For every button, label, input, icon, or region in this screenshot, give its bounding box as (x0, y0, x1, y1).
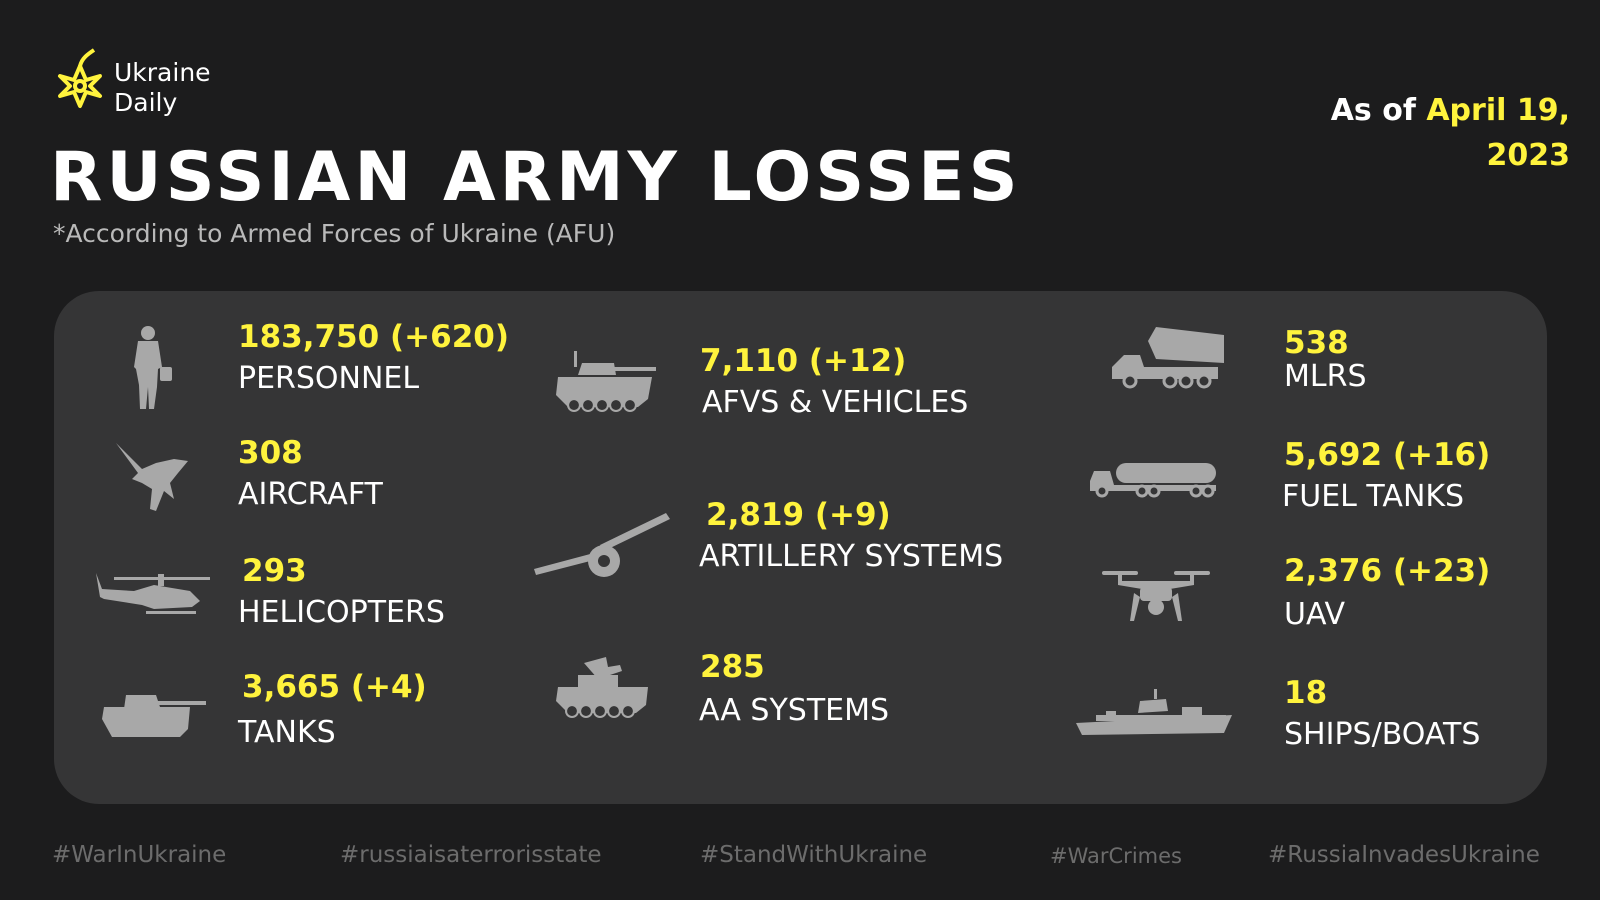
losses-panel: 183,750 (+620) PERSONNEL 308 AIRCRAFT 29… (54, 291, 1547, 804)
hashtag[interactable]: #WarInUkraine (52, 842, 227, 868)
afvs-value: 7,110 (+12) (700, 343, 907, 379)
hashtag[interactable]: #StandWithUkraine (700, 842, 928, 868)
date-block: As of April 19, 2023 (1210, 88, 1570, 178)
jet-icon (116, 443, 188, 511)
aa-vehicle-icon (556, 657, 648, 718)
tanks-value: 3,665 (+4) (242, 669, 427, 705)
uav-label: UAV (1284, 597, 1346, 632)
hashtag[interactable]: #WarCrimes (1050, 844, 1182, 868)
hashtag-row: #WarInUkraine #russiaisaterrorisstate #S… (0, 842, 1600, 872)
afvs-label: AFVS & VEHICLES (702, 385, 969, 420)
page-title: RUSSIAN ARMY LOSSES (50, 138, 1022, 217)
mlrs-value: 538 (1284, 325, 1349, 361)
artillery-label: ARTILLERY SYSTEMS (699, 539, 1004, 574)
date-line2: 2023 (1486, 138, 1571, 173)
ships-value: 18 (1284, 675, 1328, 711)
date-line1: April 19, (1426, 93, 1570, 128)
aircraft-label: AIRCRAFT (238, 477, 383, 512)
brand-logo: Ukraine Daily (52, 46, 252, 126)
aa-value: 285 (700, 649, 765, 685)
hashtag[interactable]: #russiaisaterrorisstate (340, 842, 602, 868)
helicopters-value: 293 (242, 553, 307, 589)
date-prefix: As of (1330, 93, 1416, 128)
tanks-label: TANKS (238, 715, 336, 750)
tank-icon (102, 695, 206, 737)
brand-line1: Ukraine (114, 58, 211, 87)
mlrs-truck-icon (1112, 327, 1224, 389)
brand-line2: Daily (114, 88, 178, 117)
fuel-truck-icon (1090, 463, 1216, 498)
ship-icon (1076, 689, 1232, 735)
flower-logo-icon (58, 48, 102, 108)
afv-icon (556, 351, 656, 412)
page-subtitle: *According to Armed Forces of Ukraine (A… (53, 219, 616, 248)
uav-value: 2,376 (+23) (1284, 553, 1491, 589)
hashtag[interactable]: #RussiaInvadesUkraine (1268, 842, 1540, 868)
fuel-value: 5,692 (+16) (1284, 437, 1491, 473)
fuel-label: FUEL TANKS (1282, 479, 1465, 514)
drone-icon (1102, 571, 1210, 621)
helicopter-icon (96, 573, 210, 614)
personnel-label: PERSONNEL (238, 361, 420, 396)
artillery-icon (534, 513, 670, 577)
personnel-value: 183,750 (+620) (238, 319, 510, 355)
aa-label: AA SYSTEMS (699, 693, 890, 728)
artillery-value: 2,819 (+9) (706, 497, 891, 533)
helicopters-label: HELICOPTERS (238, 595, 445, 630)
soldier-icon (134, 326, 172, 409)
aircraft-value: 308 (238, 435, 303, 471)
mlrs-label: MLRS (1284, 359, 1367, 394)
ships-label: SHIPS/BOATS (1284, 717, 1481, 752)
